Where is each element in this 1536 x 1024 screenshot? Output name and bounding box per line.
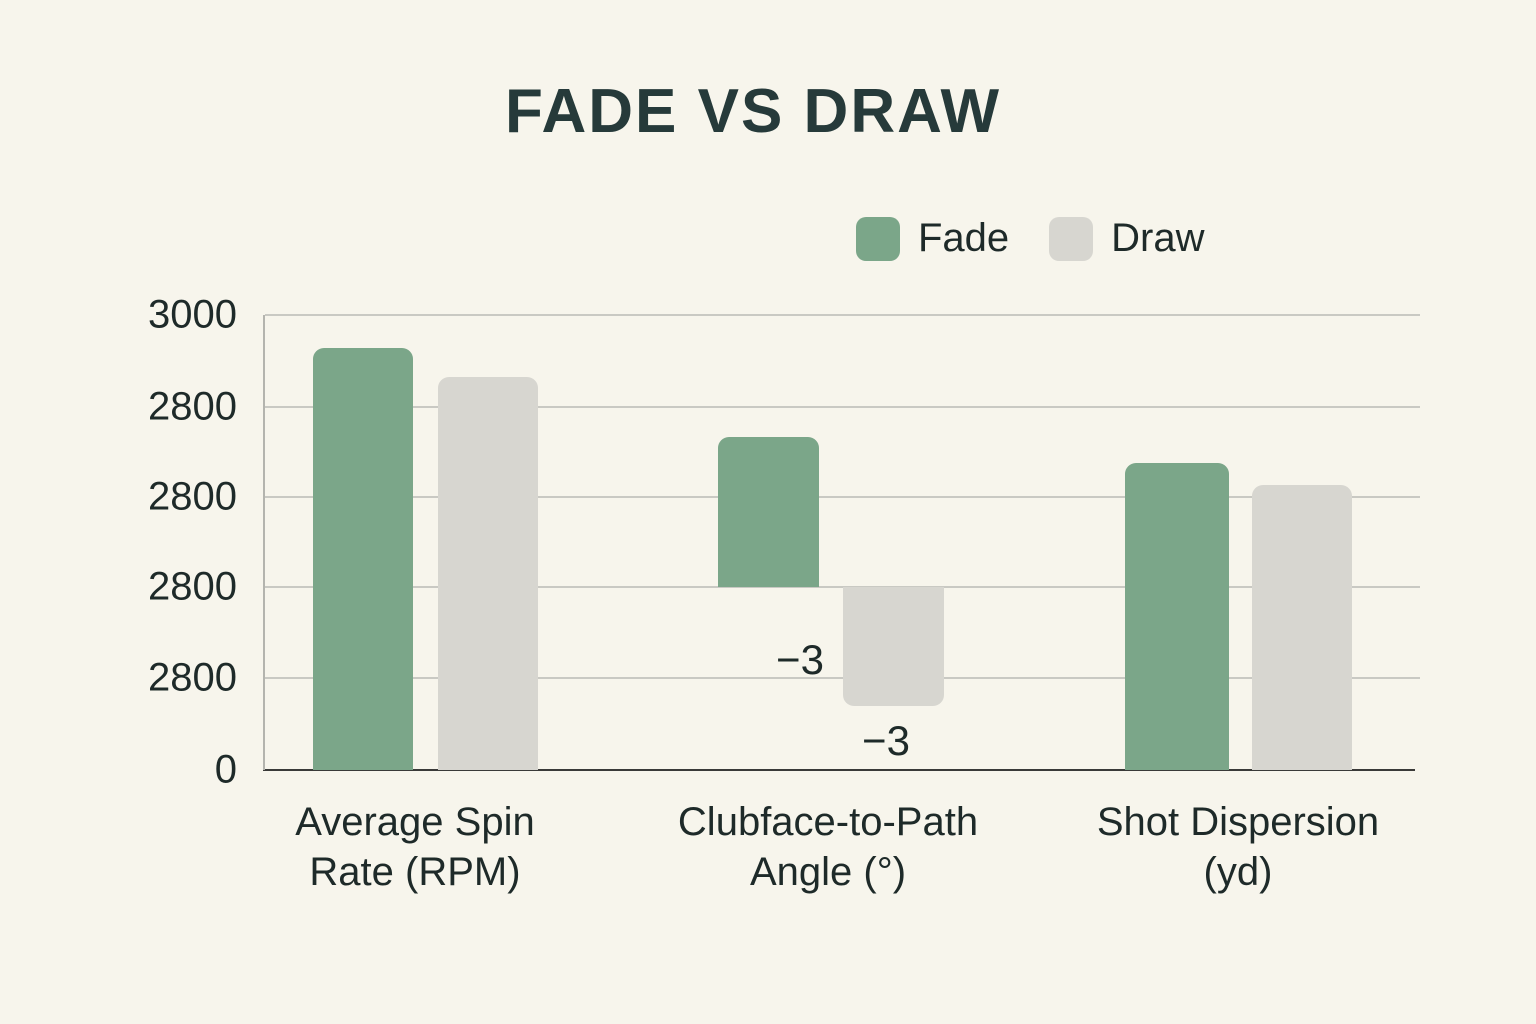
y-tick-label: 2800 (148, 655, 237, 700)
gridline (265, 314, 1420, 316)
x-category-label-line: Shot Dispersion (1096, 800, 1380, 844)
chart-title: FADE VS DRAW (505, 77, 1001, 146)
draw-swatch-icon (1049, 216, 1094, 261)
bar-draw-shot-dispersion (1252, 485, 1352, 770)
x-category-label-line: Angle (°) (749, 850, 907, 894)
legend-item-draw: Draw (1049, 216, 1205, 261)
bar-value-label: −3 (862, 717, 910, 764)
gridline (265, 586, 1420, 588)
bar-fade-clubface-to-path (718, 437, 819, 587)
y-tick-label: 2800 (148, 474, 237, 519)
x-category-label-line: Average Spin (295, 800, 535, 844)
x-axis-line (263, 769, 1415, 771)
legend-label-fade: Fade (918, 216, 1010, 260)
bar-fade-shot-dispersion (1125, 463, 1229, 770)
y-axis-line (263, 315, 265, 770)
x-category-label-line: Clubface-to-Path (677, 800, 979, 844)
bar-value-label: −3 (776, 636, 824, 683)
x-category-label: Average Spin Rate (RPM) (295, 797, 534, 897)
legend-item-fade: Fade (856, 216, 1009, 261)
gridline (265, 406, 1420, 408)
bar-fade-average-spin-rate (313, 348, 413, 770)
x-category-label-line: Rate (RPM) (309, 850, 521, 894)
legend: Fade Draw (856, 216, 1205, 261)
x-category-label: Shot Dispersion (yd) (1097, 797, 1379, 897)
gridline (265, 496, 1420, 498)
fade-swatch-icon (856, 216, 900, 261)
plot-area: 3000 2800 2800 2800 2800 0 −3 −3 Average Spin Rat… (148, 293, 1420, 894)
y-tick-label: 2800 (148, 384, 237, 429)
bar-draw-clubface-to-path (843, 587, 944, 706)
bar-draw-average-spin-rate (438, 377, 538, 770)
x-category-label-line: (yd) (1203, 850, 1273, 894)
y-tick-label: 2800 (148, 564, 237, 609)
x-category-label: Clubface-to-Path Angle (°) (678, 797, 978, 897)
legend-label-draw: Draw (1111, 216, 1205, 260)
y-tick-label: 0 (214, 747, 237, 792)
gridline (265, 677, 1420, 679)
y-tick-label: 3000 (148, 292, 237, 337)
